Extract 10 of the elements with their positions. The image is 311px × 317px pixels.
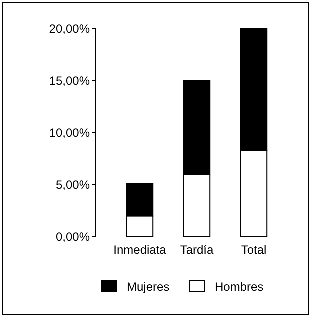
y-tick-label: 15,00% <box>49 74 90 88</box>
y-tick-label: 5,00% <box>56 178 90 192</box>
x-tick-label: Total <box>241 243 267 257</box>
legend-label: Hombres <box>215 280 264 294</box>
x-tick-label: Tardía <box>180 243 214 257</box>
legend-label: Mujeres <box>127 280 170 294</box>
x-tick-label: Inmediata <box>114 243 167 257</box>
y-tick-label: 10,00% <box>49 126 90 140</box>
y-tick-label: 0,00% <box>56 230 90 244</box>
y-tick-label: 20,00% <box>49 22 90 36</box>
